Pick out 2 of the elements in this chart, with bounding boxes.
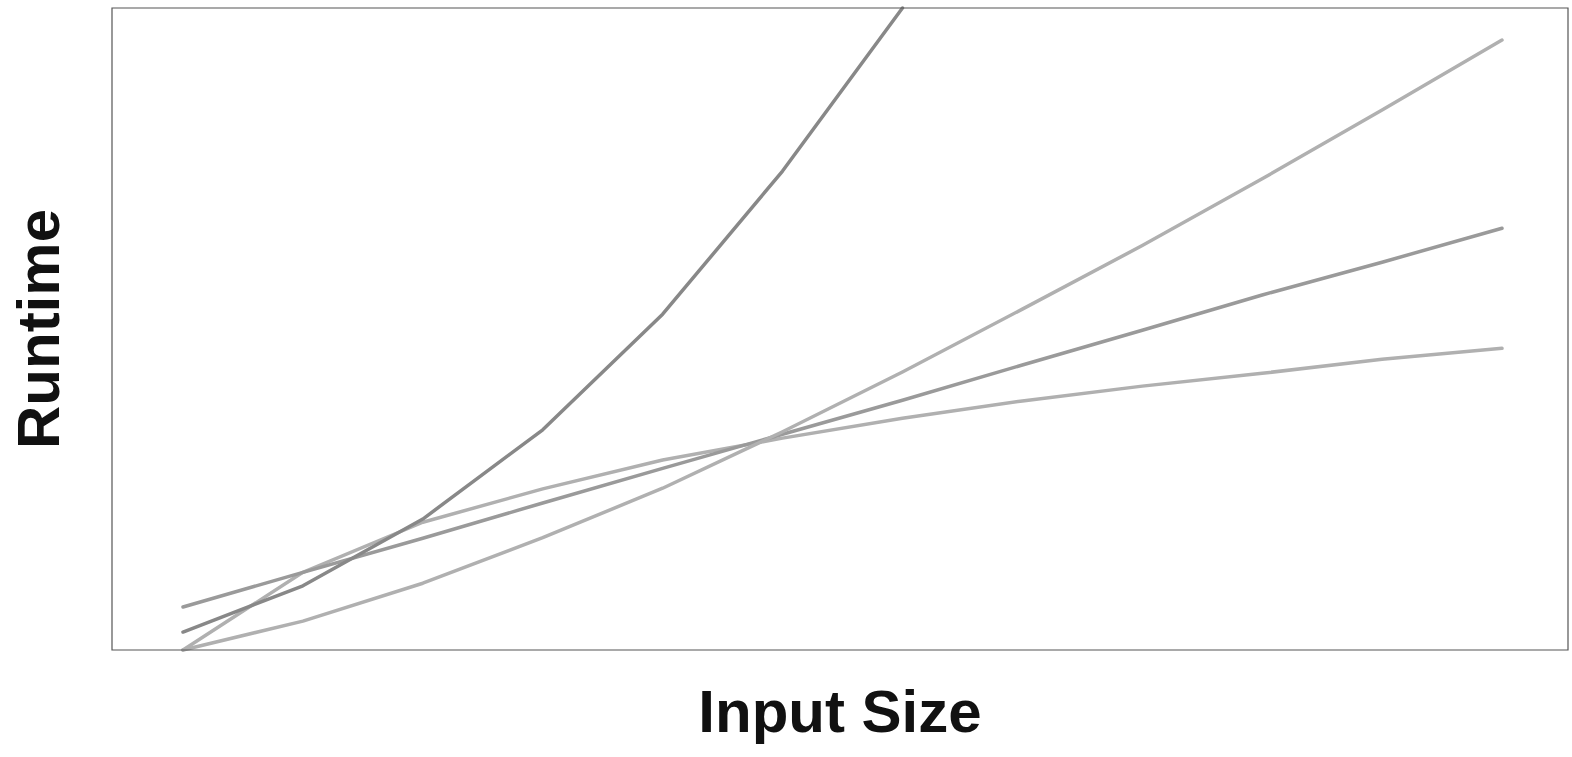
y-axis-title: Runtime <box>4 209 72 449</box>
x-axis-title: Input Size <box>698 677 982 745</box>
